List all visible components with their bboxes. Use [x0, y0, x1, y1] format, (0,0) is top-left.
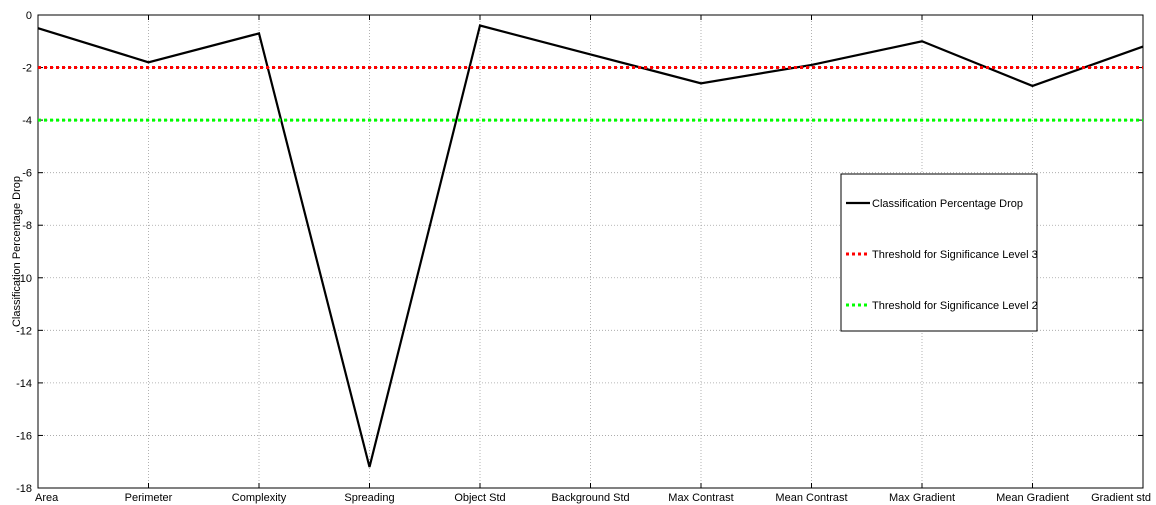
x-tick-label: Spreading	[344, 492, 394, 504]
x-tick-label: Background Std	[551, 492, 629, 504]
legend-label: Threshold for Significance Level 3	[872, 249, 1038, 261]
x-tick-label: Max Gradient	[889, 492, 955, 504]
y-tick-label: 0	[26, 10, 32, 22]
series-group	[37, 24, 1144, 468]
x-tick-label: Area	[35, 492, 59, 504]
x-tick-label: Mean Contrast	[775, 492, 847, 504]
x-tick-label: Max Contrast	[668, 492, 733, 504]
x-tick-label: Object Std	[454, 492, 505, 504]
y-tick-label: -8	[22, 220, 32, 232]
y-axis-label: Classification Percentage Drop	[11, 176, 23, 327]
legend-label: Threshold for Significance Level 2	[872, 300, 1038, 312]
y-tick-label: -18	[16, 483, 32, 495]
x-tick-label: Mean Gradient	[996, 492, 1069, 504]
legend: Classification Percentage Drop Threshold …	[840, 173, 1038, 332]
y-tick-label: -6	[22, 168, 32, 180]
y-tick-label: -10	[16, 273, 32, 285]
x-tick-label: Complexity	[232, 492, 287, 504]
legend-label: Classification Percentage Drop	[872, 198, 1023, 210]
y-tick-label: -4	[22, 115, 32, 127]
y-tick-label: -2	[22, 63, 32, 75]
y-tick-label: -16	[16, 430, 32, 442]
legend-box	[840, 173, 1038, 332]
x-tick-label: Perimeter	[125, 492, 173, 504]
y-tick-label: -14	[16, 378, 32, 390]
x-tick-label: Gradient std	[1091, 492, 1151, 504]
y-tick-label: -12	[16, 325, 32, 337]
